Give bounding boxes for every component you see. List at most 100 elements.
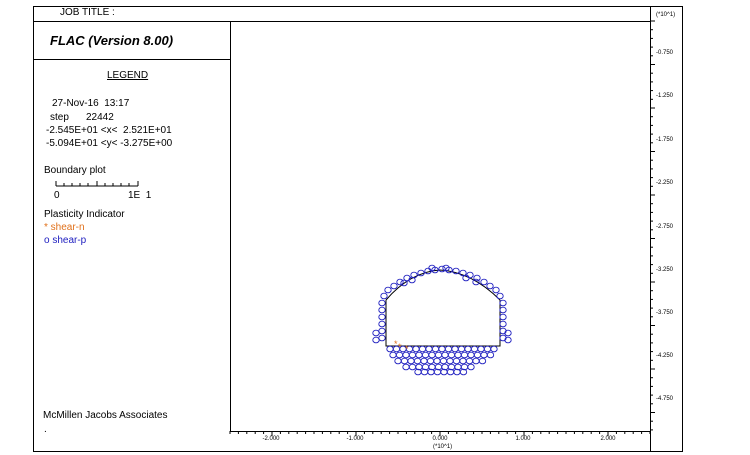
shear-p-marker (426, 357, 435, 365)
plasticity-indicator-label: Plasticity Indicator (44, 209, 125, 220)
shear-p-marker (390, 282, 398, 290)
shear-p-marker (462, 274, 470, 282)
tunnel-boundary-crown (385, 269, 501, 301)
job-title: JOB TITLE : (60, 7, 115, 18)
shear-p-marker (442, 264, 450, 272)
footer-mark: . (44, 424, 47, 435)
shear-p-marker (378, 320, 386, 328)
shear-p-marker (496, 292, 504, 300)
shear-p-marker (378, 299, 386, 307)
shear-p-marker (446, 357, 454, 365)
right-axis (650, 6, 684, 452)
shear-p-marker (452, 267, 460, 275)
shear-p-marker (483, 345, 492, 353)
right-axis-multiplier: (*10^1) (656, 12, 676, 18)
shear-p-marker (434, 351, 443, 359)
right-tick-label: -1.750 (656, 137, 674, 143)
legend-shear-p: o shear-p (44, 235, 87, 246)
right-tick-label: -1.250 (656, 93, 674, 99)
right-tick-label: -2.750 (656, 224, 674, 230)
shear-p-marker (402, 363, 410, 371)
right-tick-label: -0.750 (656, 50, 674, 56)
shear-p-marker (372, 336, 380, 344)
legend-x-range: -2.545E+01 <x< 2.521E+01 (46, 125, 172, 136)
shear-p-marker (470, 345, 479, 353)
shear-p-marker (452, 357, 461, 365)
boundary-plot-label: Boundary plot (44, 165, 106, 176)
shear-p-marker (459, 357, 467, 365)
shear-p-marker (425, 345, 433, 353)
scale-left-label: 0 (54, 190, 60, 201)
tunnel-boundary-wall (385, 300, 501, 347)
shear-p-marker (499, 299, 507, 307)
shear-p-marker (389, 351, 397, 359)
shear-p-marker (439, 357, 448, 365)
shear-p-marker (438, 265, 446, 273)
right-tick-label: -2.250 (656, 180, 674, 186)
scale-right-label: 1E 1 (128, 190, 152, 201)
shear-p-marker (378, 327, 386, 335)
bottom-tick-label: 0.000 (432, 436, 448, 442)
shear-p-marker (415, 351, 423, 359)
shear-p-marker (480, 278, 488, 286)
shear-p-marker (499, 313, 507, 321)
shear-p-marker (473, 274, 481, 282)
shear-p-marker (464, 345, 472, 353)
shear-p-marker (447, 351, 456, 359)
shear-p-marker (444, 345, 453, 353)
shear-p-marker (421, 351, 430, 359)
bottom-tick-label: 2.000 (600, 436, 616, 442)
shear-p-marker (400, 357, 409, 365)
bottom-axis-multiplier: (*10^1) (433, 444, 453, 450)
legend-shear-n: * shear-n (44, 222, 85, 233)
shear-p-marker (504, 336, 512, 344)
shear-p-marker (408, 351, 417, 359)
shear-p-marker (477, 345, 485, 353)
shear-n-marker: * (398, 342, 402, 352)
plot-frame (33, 6, 683, 452)
company-name: McMillen Jacobs Associates (43, 410, 168, 421)
shear-p-marker (408, 276, 416, 284)
shear-p-marker (394, 357, 402, 365)
shear-p-marker (459, 269, 467, 277)
shear-p-marker (408, 363, 417, 371)
bottom-tick-label: -1.000 (346, 436, 364, 442)
shear-p-marker (499, 320, 507, 328)
shear-p-marker (454, 351, 462, 359)
shear-p-marker (386, 345, 394, 353)
shear-p-marker (433, 357, 441, 365)
legend-y-range: -5.094E+01 <y< -3.275E+00 (46, 138, 173, 149)
shear-p-marker (420, 357, 428, 365)
bottom-tick-label: -2.000 (262, 436, 280, 442)
shear-p-marker (486, 351, 495, 359)
shear-p-marker (480, 351, 488, 359)
shear-p-marker (441, 351, 449, 359)
program-title: FLAC (Version 8.00) (50, 33, 174, 48)
shear-p-marker (380, 292, 388, 300)
shear-p-marker (413, 357, 422, 365)
shear-p-marker (459, 368, 468, 376)
shear-p-marker (466, 271, 474, 279)
shear-p-marker (472, 278, 480, 286)
shear-p-marker (417, 269, 425, 277)
shear-p-marker (395, 351, 404, 359)
shear-p-marker (418, 345, 427, 353)
shear-p-marker (467, 351, 475, 359)
shear-p-marker (504, 329, 512, 337)
shear-p-marker (372, 329, 380, 337)
shear-p-marker (378, 306, 386, 314)
shear-p-marker (378, 313, 386, 321)
shear-p-marker (412, 345, 420, 353)
shear-p-marker (396, 278, 404, 286)
legend-step-value: 22442 (86, 112, 114, 123)
job-title-bar: JOB TITLE : (33, 6, 650, 22)
legend-separator (33, 59, 230, 60)
shear-p-marker (378, 334, 386, 342)
shear-p-marker (428, 351, 436, 359)
shear-p-marker (457, 345, 466, 353)
legend-datetime: 27-Nov-16 13:17 (52, 98, 130, 109)
shear-p-marker (490, 345, 498, 353)
shear-p-marker (460, 351, 469, 359)
